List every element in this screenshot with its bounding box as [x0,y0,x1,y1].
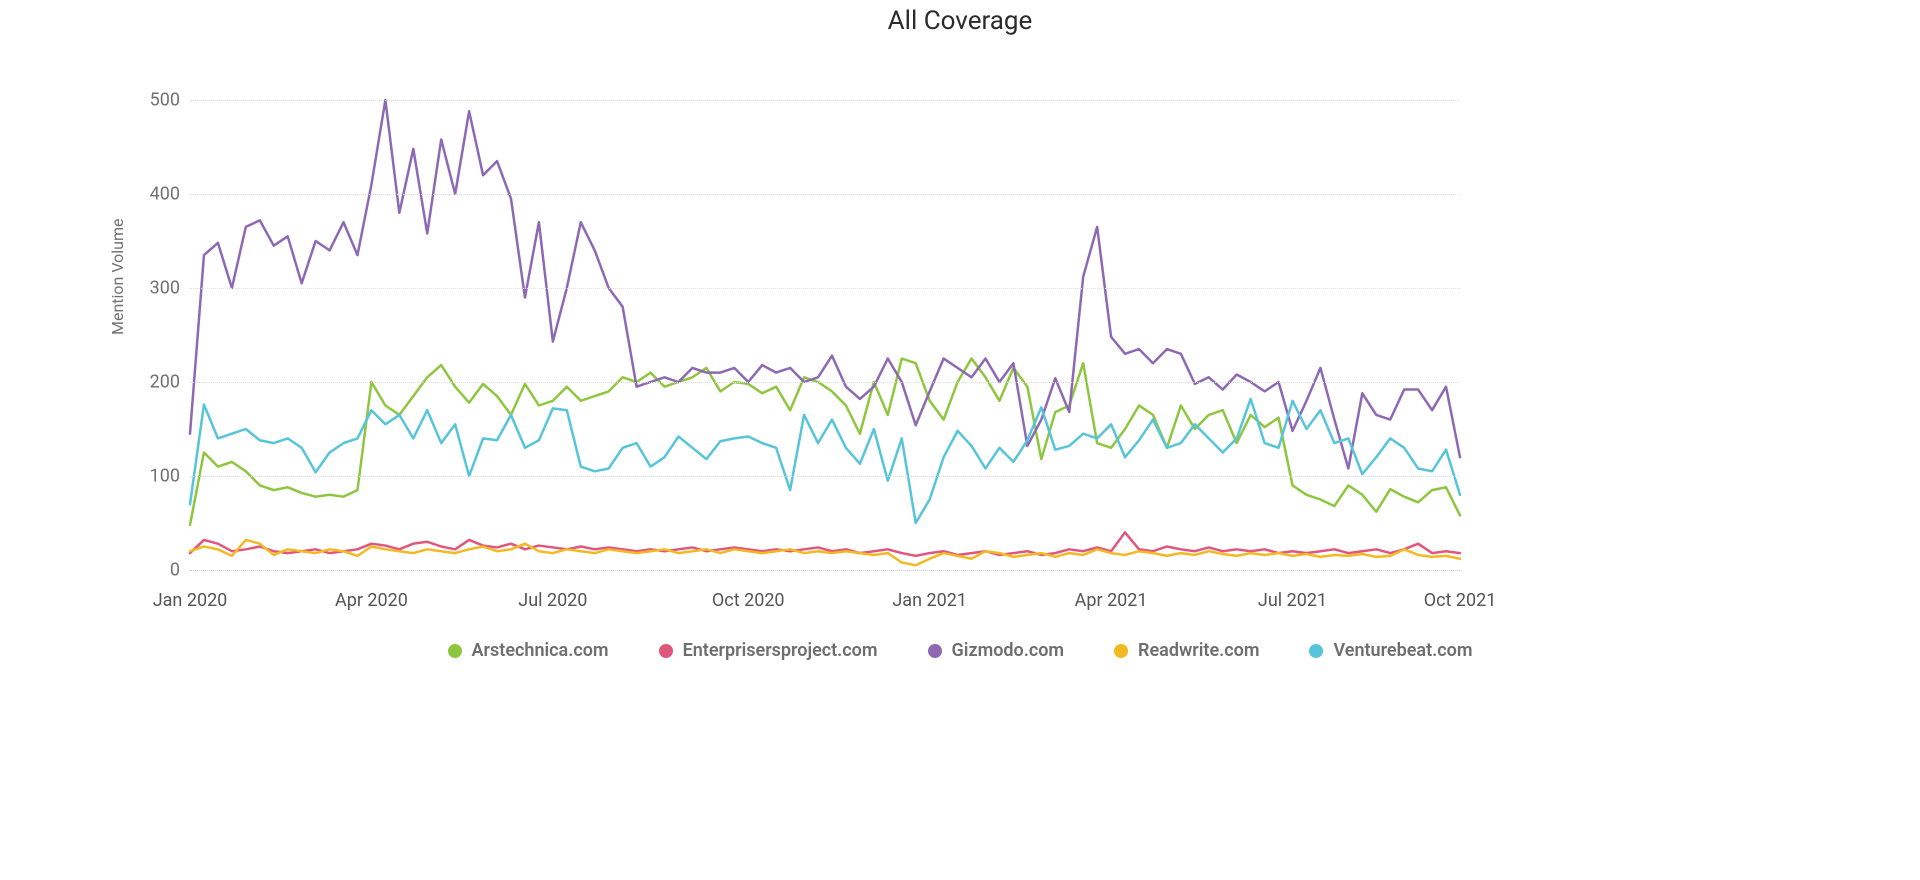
gridline [190,194,1460,195]
legend-item[interactable]: Gizmodo.com [928,640,1065,661]
legend-label: Readwrite.com [1138,640,1259,661]
gridline [190,476,1460,477]
legend-dot-icon [448,644,462,658]
gridline [190,570,1460,571]
gridline [190,382,1460,383]
series-line [190,359,1460,525]
y-tick-label: 200 [120,372,180,393]
x-tick-label: Jul 2021 [1258,590,1327,611]
legend-label: Arstechnica.com [472,640,609,661]
x-tick-label: Jul 2020 [518,590,587,611]
legend-dot-icon [659,644,673,658]
legend-dot-icon [1114,644,1128,658]
gridline [190,288,1460,289]
series-line [190,399,1460,523]
legend-label: Enterprisersproject.com [683,640,878,661]
x-tick-label: Jan 2020 [153,590,228,611]
legend-item[interactable]: Arstechnica.com [448,640,609,661]
legend-label: Venturebeat.com [1333,640,1472,661]
line-series-svg [190,100,1460,570]
legend-item[interactable]: Enterprisersproject.com [659,640,878,661]
x-tick-label: Oct 2020 [712,590,785,611]
legend-item[interactable]: Venturebeat.com [1309,640,1472,661]
y-tick-label: 400 [120,184,180,205]
y-tick-label: 0 [120,560,180,581]
legend: Arstechnica.com Enterprisersproject.com Gi… [0,640,1920,661]
gridline [190,100,1460,101]
y-tick-label: 500 [120,90,180,111]
x-tick-label: Oct 2021 [1424,590,1497,611]
y-tick-label: 100 [120,466,180,487]
legend-dot-icon [928,644,942,658]
chart-plot-area: 0100200300400500Jan 2020Apr 2020Jul 2020… [190,100,1460,570]
series-line [190,100,1460,468]
x-tick-label: Apr 2020 [335,590,408,611]
x-tick-label: Apr 2021 [1075,590,1148,611]
legend-dot-icon [1309,644,1323,658]
y-tick-label: 300 [120,278,180,299]
chart-title: All Coverage [0,0,1920,36]
x-tick-label: Jan 2021 [892,590,967,611]
legend-label: Gizmodo.com [952,640,1065,661]
legend-item[interactable]: Readwrite.com [1114,640,1259,661]
